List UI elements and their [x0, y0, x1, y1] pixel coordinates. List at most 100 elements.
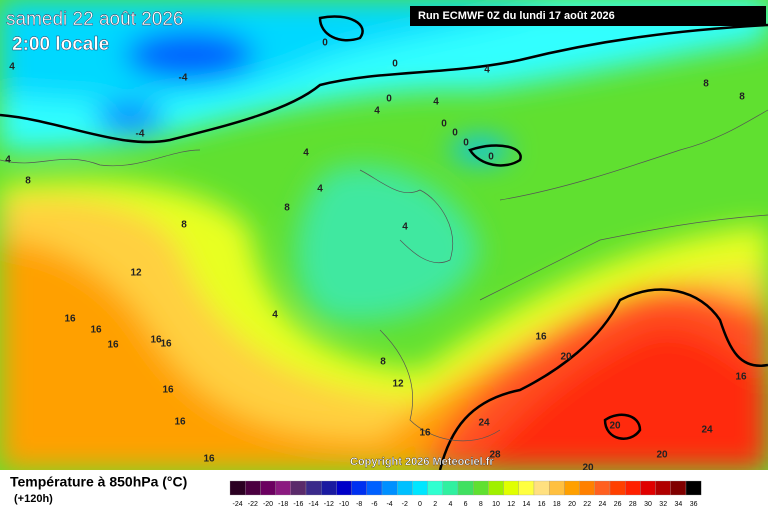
scale-swatch: [594, 480, 611, 496]
scale-swatch: [685, 480, 702, 496]
scale-label: 18: [553, 501, 561, 508]
scale-swatch: [351, 480, 367, 496]
contour-label: 4: [402, 222, 408, 233]
contour-label: 0: [452, 128, 458, 139]
contour-label: 16: [160, 339, 172, 350]
scale-swatch: [290, 480, 307, 496]
scale-label: -22: [248, 501, 258, 508]
scale-swatch: [670, 480, 687, 496]
contour-label: 8: [703, 79, 709, 90]
scale-label: 16: [538, 501, 546, 508]
scale-swatch: [305, 480, 322, 496]
contour-label: 16: [150, 335, 162, 346]
contour-label: 4: [303, 148, 309, 159]
scale-label: -10: [339, 501, 349, 508]
contour-lines: [0, 15, 768, 470]
scale-swatch: [366, 480, 383, 496]
forecast-date: samedi 22 août 2026: [6, 9, 183, 30]
contour-label: 0: [392, 59, 398, 70]
scale-swatch: [260, 480, 276, 496]
contour-label: 20: [609, 421, 621, 432]
contour-label: 0: [463, 138, 469, 149]
scale-label: 32: [659, 501, 667, 508]
run-box: [410, 6, 766, 26]
contour-label: 4: [484, 65, 490, 76]
contour-label: 0: [488, 152, 494, 163]
scale-label: 26: [614, 501, 622, 508]
contour-label: 24: [701, 425, 713, 436]
scale-swatch: [579, 480, 595, 496]
scale-label: -6: [371, 501, 377, 508]
scale-swatch: [245, 480, 261, 496]
scale-swatch: [655, 480, 671, 496]
scale-label: 6: [464, 501, 468, 508]
contour-label: 0: [322, 38, 328, 49]
contour-label: 8: [739, 92, 745, 103]
contour-label: 16: [162, 385, 174, 396]
contour-label: 0: [441, 119, 447, 130]
contour-label: 16: [174, 417, 186, 428]
scale-label: 24: [599, 501, 607, 508]
scale-label: 0: [418, 501, 422, 508]
contour-label: 4: [317, 184, 323, 195]
contour-label: 12: [130, 268, 142, 279]
contour-label: 20: [656, 450, 668, 461]
scale-label: 4: [448, 501, 452, 508]
scale-label: -18: [278, 501, 288, 508]
scale-label: -8: [356, 501, 362, 508]
scale-swatch: [473, 480, 489, 496]
scale-swatch: [457, 480, 474, 496]
scale-swatch: [533, 480, 550, 496]
scale-swatch: [427, 480, 443, 496]
contour-label: 16: [64, 314, 76, 325]
scale-swatch: [321, 480, 337, 496]
scale-swatch: [275, 480, 291, 496]
contour-label: 20: [582, 463, 594, 474]
contour-label: 16: [419, 428, 431, 439]
contour-label: 8: [181, 220, 187, 231]
scale-swatch: [397, 480, 413, 496]
scale-label: 14: [523, 501, 531, 508]
scale-label: -16: [293, 501, 303, 508]
scale-label: -20: [263, 501, 273, 508]
scale-label: -2: [402, 501, 408, 508]
forecast-time: 2:00 locale: [12, 34, 109, 55]
scale-swatch: [412, 480, 428, 496]
contour-label: 4: [9, 62, 15, 73]
scale-swatch: [640, 480, 656, 496]
copyright: Copyright 2026 Meteociel.fr: [350, 456, 494, 468]
scale-swatch: [336, 480, 352, 496]
contour-label: 20: [560, 352, 572, 363]
footer-title: Température à 850hPa (°C): [10, 474, 187, 490]
contour-label: -4: [179, 73, 188, 84]
scale-label: -24: [233, 501, 243, 508]
contour-label: 8: [25, 176, 31, 187]
scale-swatch: [549, 480, 565, 496]
contour-label: 16: [203, 454, 215, 465]
contour-label: 28: [489, 450, 501, 461]
scale-swatch: [488, 480, 504, 496]
color-scale: -24 -22 -20 -18 -16 -14 -12 -10 -8 -6 -4 -2 0 2 4 6 8 10 1…: [229, 480, 702, 508]
contour-label: 4: [433, 97, 439, 108]
scale-swatch: [229, 480, 246, 496]
scale-label: 22: [583, 501, 591, 508]
scale-label: -12: [324, 501, 334, 508]
scale-label: 36: [690, 501, 698, 508]
run-info: Run ECMWF 0Z du lundi 17 août 2026: [418, 10, 615, 22]
contour-label: 16: [535, 332, 547, 343]
scale-label: 34: [675, 501, 683, 508]
scale-label: 12: [507, 501, 515, 508]
contour-label: 16: [735, 372, 747, 383]
footer-lead: (+120h): [14, 493, 53, 505]
scale-label: 10: [492, 501, 500, 508]
contour-label: 8: [380, 357, 386, 368]
contour-label: 4: [374, 106, 380, 117]
contour-label: 12: [392, 379, 404, 390]
coastlines: [0, 109, 768, 442]
scale-swatch: [518, 480, 535, 496]
scale-label: -4: [386, 501, 392, 508]
scale-label: 2: [433, 501, 437, 508]
scale-label: -14: [309, 501, 319, 508]
